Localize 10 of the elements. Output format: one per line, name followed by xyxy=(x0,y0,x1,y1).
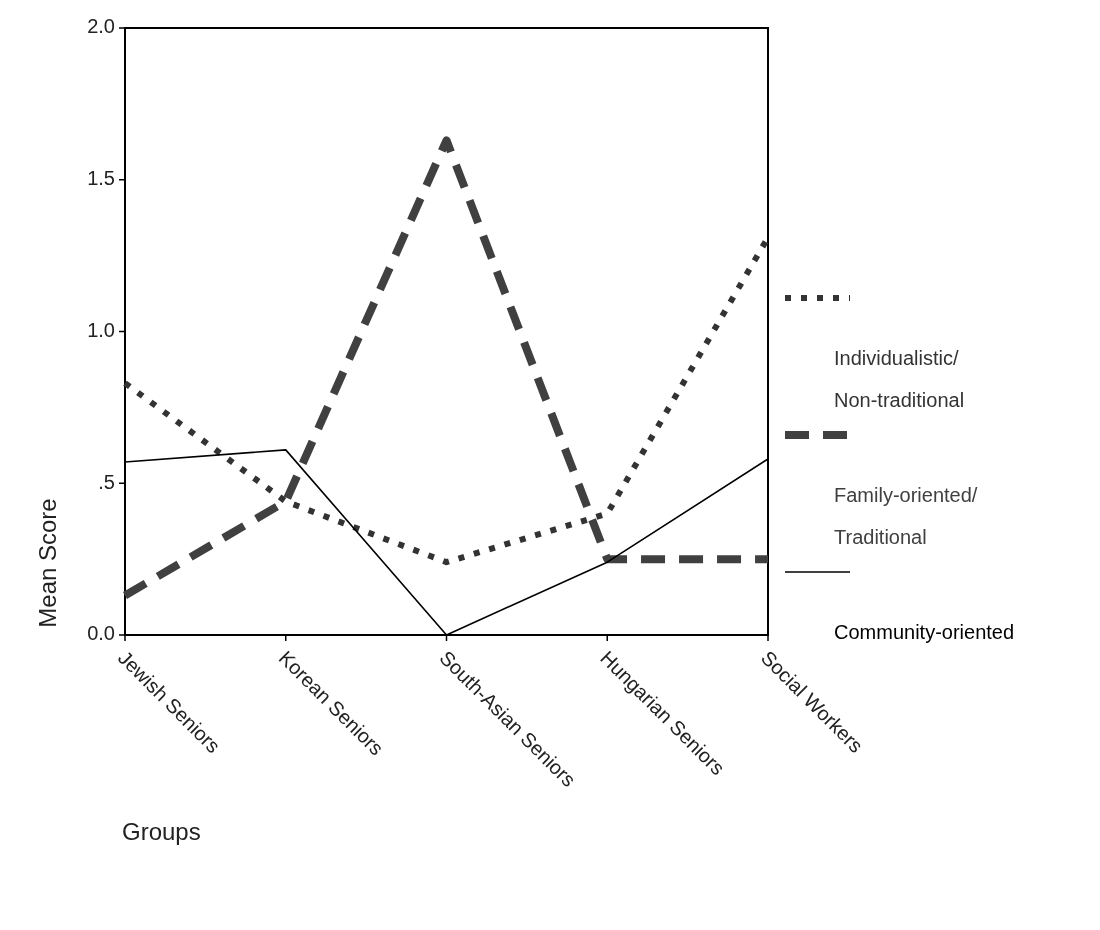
x-axis-title: Groups xyxy=(122,818,201,845)
y-tick-label: 2.0 xyxy=(87,15,115,38)
text: Community-oriented xyxy=(834,621,1015,644)
text: Individualistic/ Non-traditional xyxy=(834,347,965,412)
y-tick-label: 0.0 xyxy=(87,622,115,645)
y-tick-label: 1.5 xyxy=(87,167,115,190)
text: Family-oriented/ Traditional xyxy=(834,484,983,549)
y-axis-title: Mean Score xyxy=(34,498,61,628)
y-tick-label: 1.0 xyxy=(87,318,115,341)
y-tick-label: .5 xyxy=(98,470,115,493)
